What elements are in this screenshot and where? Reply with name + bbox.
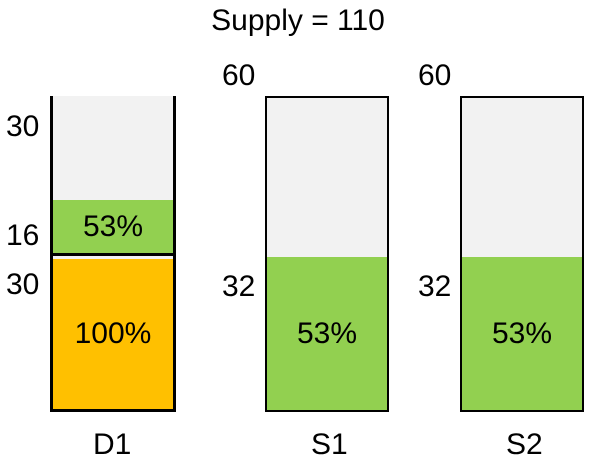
d1-top-capacity-label: 30 — [6, 110, 40, 143]
d1-upper-segment: 53% — [53, 200, 173, 256]
s1-fill-segment: 53% — [267, 257, 387, 410]
d1-lower-segment: 100% — [53, 259, 173, 409]
d1-lower-capacity-label: 30 — [6, 268, 40, 301]
d1-upper-percent: 53% — [82, 209, 144, 243]
s1-capacity-label: 60 — [222, 59, 256, 92]
supply-title: Supply = 110 — [211, 4, 385, 37]
d1-upper-capacity-label: 16 — [6, 219, 40, 252]
d1-label: D1 — [93, 428, 132, 461]
s1-level-label: 32 — [222, 270, 256, 303]
s1-percent: 53% — [296, 316, 358, 350]
s2-label: S2 — [506, 428, 543, 461]
s1-label: S1 — [311, 428, 348, 461]
s2-level-label: 32 — [418, 270, 452, 303]
s2-fill-segment: 53% — [462, 257, 582, 410]
d1-lower-percent: 100% — [74, 317, 152, 350]
s2-capacity-label: 60 — [418, 59, 452, 92]
s2-percent: 53% — [491, 316, 553, 350]
